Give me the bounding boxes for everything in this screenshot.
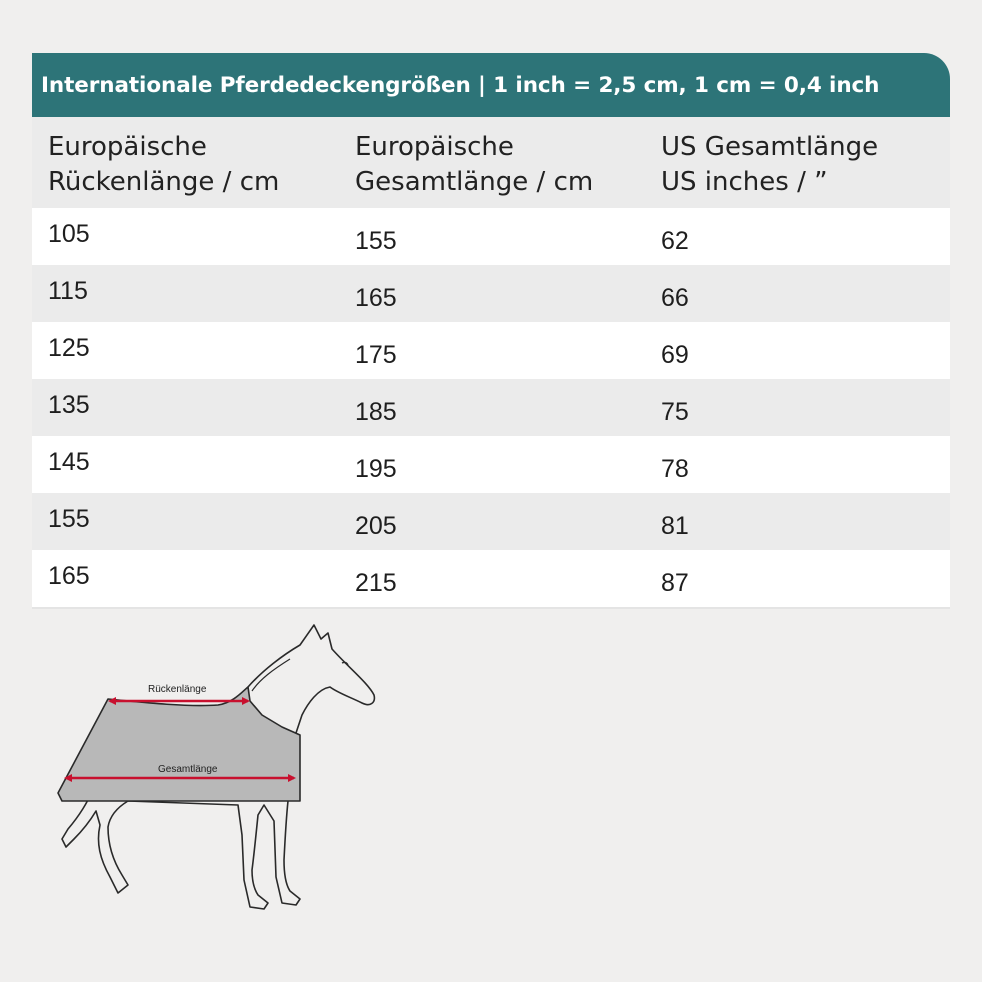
cell-us-length: 75 [661,398,689,426]
cell-total-length: 195 [355,455,397,483]
header-total-length-line1: Europäische [355,132,514,162]
horse-eye [341,661,349,666]
blanket-shape [57,686,301,802]
header-us-length-line2: US inches / ” [661,167,828,197]
cell-total-length: 175 [355,341,397,369]
cell-us-length: 78 [661,455,689,483]
table-row: 115 165 66 [32,265,950,322]
header-us-length: US Gesamtlänge US inches / ” [645,117,950,208]
horse-mane [251,658,291,692]
table-row: 155 205 81 [32,493,950,550]
cell-back-length: 115 [48,277,88,305]
cell-back-length: 125 [48,334,90,362]
table-row: 125 175 69 [32,322,950,379]
cell-us-length: 87 [661,569,689,597]
back-length-label: Rückenlänge [148,684,207,695]
horse-blanket-diagram: Rückenlänge Gesamtlänge [57,624,376,910]
cell-back-length: 135 [48,391,90,419]
cell-us-length: 66 [661,284,689,312]
size-table: Internationale Pferdedeckengrößen | 1 in… [32,53,950,609]
cell-total-length: 155 [355,227,397,255]
header-back-length-line1: Europäische [48,132,207,162]
header-total-length: Europäische Gesamtlänge / cm [339,117,645,208]
header-total-length-line2: Gesamtlänge / cm [355,167,594,197]
cell-total-length: 205 [355,512,397,540]
cell-total-length: 185 [355,398,397,426]
table-row: 105 155 62 [32,208,950,265]
cell-us-length: 62 [661,227,689,255]
table-bottom-divider [32,607,950,609]
cell-total-length: 215 [355,569,397,597]
table-title: Internationale Pferdedeckengrößen | 1 in… [32,53,950,117]
cell-us-length: 81 [661,512,689,540]
cell-back-length: 165 [48,562,90,590]
horse-outline [61,624,376,910]
cell-total-length: 165 [355,284,397,312]
cell-back-length: 105 [48,220,90,248]
header-back-length: Europäische Rückenlänge / cm [32,117,339,208]
table-row: 135 185 75 [32,379,950,436]
header-us-length-line1: US Gesamtlänge [661,132,879,162]
cell-us-length: 69 [661,341,689,369]
cell-back-length: 145 [48,448,90,476]
total-length-label: Gesamtlänge [158,764,218,775]
table-row: 145 195 78 [32,436,950,493]
table-row: 165 215 87 [32,550,950,607]
table-header-row: Europäische Rückenlänge / cm Europäische… [32,117,950,208]
header-back-length-line2: Rückenlänge / cm [48,167,280,197]
cell-back-length: 155 [48,505,90,533]
